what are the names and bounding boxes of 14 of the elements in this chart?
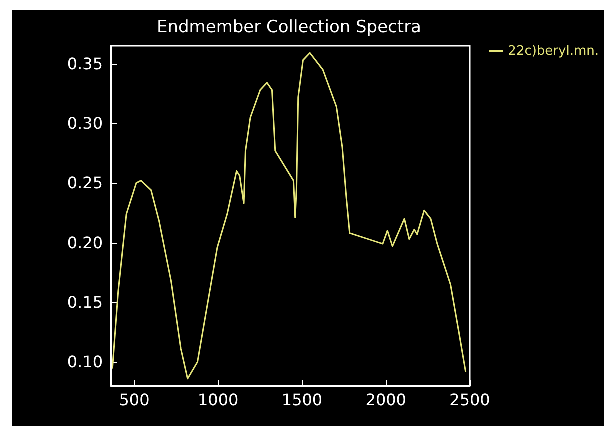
y-tick-label: 0.15	[67, 292, 103, 312]
x-tick-label: 1000	[198, 390, 239, 410]
line-series	[112, 52, 467, 380]
legend-label: 22c)beryl.mn.	[508, 44, 600, 59]
y-tick-label: 0.20	[67, 233, 103, 252]
x-tick-label: 500	[119, 390, 150, 410]
x-tick-label: 1500	[282, 390, 323, 410]
chart-title: Endmember Collection Spectra	[157, 18, 422, 38]
x-tick-label: 2000	[366, 390, 406, 410]
y-tick-label: 0.35	[67, 54, 103, 74]
y-tick-label: 0.10	[67, 352, 103, 372]
x-tick-label: 2500	[450, 390, 490, 410]
y-tick-label: 0.30	[67, 114, 103, 134]
y-tick-label: 0.25	[67, 174, 103, 193]
